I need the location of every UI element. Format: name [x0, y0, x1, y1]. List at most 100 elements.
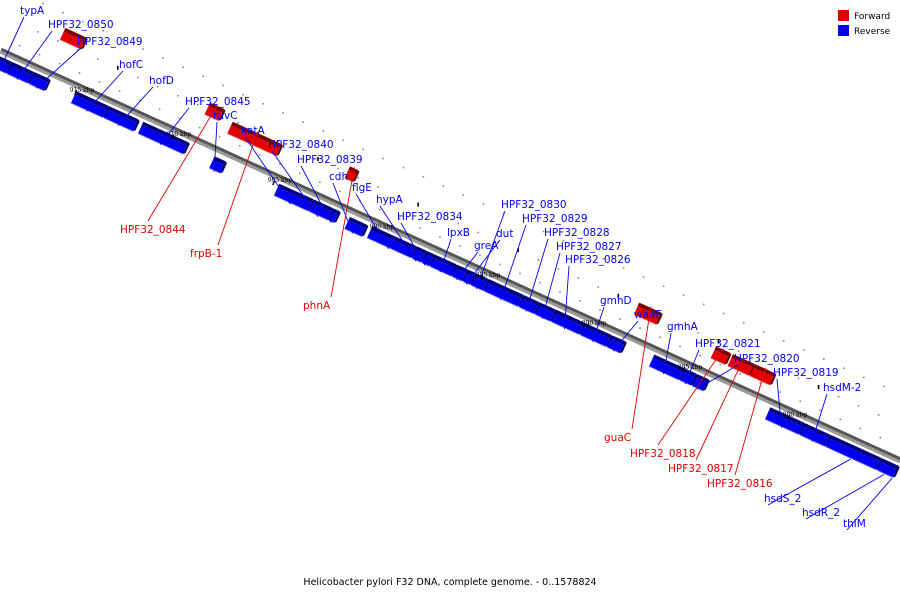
grid-dot: [759, 382, 761, 384]
leader-line-hpf32-0818: [657, 348, 724, 446]
leader-line-ruvc: [213, 121, 218, 172]
gene-block-hpf32-0819[interactable]: [764, 407, 806, 436]
gene-label-gmha[interactable]: gmhA: [667, 321, 699, 333]
gene-label-hsdm-2[interactable]: hsdM-2: [823, 382, 861, 394]
gene-label-phna[interactable]: phnA: [303, 300, 331, 312]
gene-label-flge[interactable]: flgE: [352, 182, 372, 194]
gene-label-hpf32-0834[interactable]: HPF32_0834: [397, 211, 463, 223]
gene-label-typa[interactable]: typA: [20, 5, 45, 17]
grid-dot: [102, 30, 104, 32]
gene-block-ruvc[interactable]: [208, 156, 227, 174]
gene-block-hpf32-0829[interactable]: [483, 279, 525, 308]
grid-dot: [97, 58, 99, 60]
gene-block-hpf32-0827[interactable]: [534, 302, 557, 322]
gene-label-hsds-2[interactable]: hsdS_2: [764, 493, 801, 505]
leader-line-grea: [456, 251, 479, 281]
gene-block-hpf32-0840[interactable]: [308, 199, 335, 221]
gene-block-hofd[interactable]: [103, 106, 140, 132]
gene-label-hpf32-0850[interactable]: HPF32_0850: [48, 19, 114, 31]
grid-dot: [117, 65, 119, 70]
grid-dot: [339, 190, 341, 193]
gene-label-guac[interactable]: guaC: [604, 432, 631, 444]
gene-label-lpxb[interactable]: lpxB: [447, 227, 470, 239]
grid-dot: [402, 166, 405, 169]
gene-label-hpf32-0849[interactable]: HPF32_0849: [77, 36, 143, 48]
gene-label-hsdr-2[interactable]: hsdR_2: [802, 507, 840, 519]
gene-block-hpf32-0826[interactable]: [550, 309, 586, 335]
grid-dot: [222, 84, 224, 87]
gene-label-hpf32-0839[interactable]: HPF32_0839: [297, 154, 363, 166]
gene-label-hpf32-0816[interactable]: HPF32_0816: [707, 478, 773, 490]
backbone-side: [0, 47, 900, 461]
grid-dot: [602, 258, 605, 260]
grid-dot: [662, 285, 665, 287]
grid-dot: [437, 213, 439, 215]
gene-block-grea[interactable]: [451, 264, 469, 282]
kbp-tick-label: 910 kbp: [167, 131, 192, 138]
grid-dot: [522, 221, 525, 224]
gene-label-hpf32-0845[interactable]: HPF32_0845: [185, 96, 251, 108]
grid-dot: [399, 218, 401, 220]
grid-dots: [18, 2, 885, 439]
leader-line-frpb-1: [217, 131, 259, 246]
gene-block-cdh[interactable]: [344, 216, 369, 237]
gene-label-hpf32-0844[interactable]: HPF32_0844: [120, 224, 186, 236]
grid-dot: [559, 290, 561, 293]
gene-block-thim[interactable]: [891, 465, 900, 478]
grid-dot: [699, 354, 701, 357]
gene-label-hpf32-0840[interactable]: HPF32_0840: [268, 139, 334, 151]
gene-label-hpf32-0817[interactable]: HPF32_0817: [668, 463, 734, 475]
grid-dot: [459, 245, 461, 247]
grid-dot: [319, 181, 321, 184]
gene-label-frpb-1[interactable]: frpB-1: [190, 248, 222, 260]
leader-line-hpf32-0834: [400, 222, 426, 266]
gene-label-hypa[interactable]: hypA: [376, 194, 404, 206]
grid-dot: [258, 154, 261, 156]
grid-dot: [557, 268, 560, 270]
gene-label-kata[interactable]: katA: [241, 125, 265, 137]
gene-label-hpf32-0829[interactable]: HPF32_0829: [522, 213, 588, 225]
grid-dot: [697, 332, 700, 334]
grid-dot: [18, 44, 21, 47]
gene-block-gmha[interactable]: [648, 354, 686, 381]
grid-dot: [77, 49, 79, 51]
gene-block-hpf32-0818[interactable]: [710, 346, 732, 365]
gene-block-unlabeled-forward[interactable]: [59, 27, 88, 50]
grid-dot: [397, 195, 399, 197]
grid-dot: [298, 172, 301, 174]
gene-label-cdh[interactable]: cdh: [329, 171, 348, 183]
grid-dot: [457, 222, 459, 225]
gene-label-hpf32-0827[interactable]: HPF32_0827: [556, 241, 622, 253]
gene-block-gmhd[interactable]: [579, 323, 613, 348]
grid-dot: [477, 231, 479, 234]
leader-line-cdh: [332, 182, 354, 234]
gene-label-dut[interactable]: dut: [496, 228, 513, 240]
gene-label-hofc[interactable]: hofC: [119, 59, 143, 71]
gene-block-hpf32-0834[interactable]: [421, 251, 436, 267]
grid-dot: [37, 31, 39, 33]
gene-label-hofd[interactable]: hofD: [149, 75, 174, 87]
gene-block-hpf32-0839[interactable]: [328, 208, 341, 224]
gene-label-hpf32-0821[interactable]: HPF32_0821: [695, 338, 761, 350]
kbp-tick-label: 885 kbp: [678, 364, 703, 371]
gene-block-hsdm-2[interactable]: [799, 423, 832, 447]
gene-block-guac[interactable]: [633, 302, 663, 325]
gene-label-ruvc[interactable]: ruvC: [213, 110, 238, 122]
gene-label-gmhd[interactable]: gmhD: [600, 295, 632, 307]
grid-dot: [659, 336, 661, 339]
gene-label-hpf32-0828[interactable]: HPF32_0828: [544, 227, 610, 239]
gene-label-hpf32-0820[interactable]: HPF32_0820: [734, 353, 800, 365]
gene-block-hsds-2[interactable]: [825, 435, 883, 471]
gene-label-hpf32-0830[interactable]: HPF32_0830: [501, 199, 567, 211]
kbp-tick-label: 895 kbp: [476, 272, 501, 279]
gene-block-hpf32-0828[interactable]: [518, 295, 541, 315]
gene-label-hpf32-0826[interactable]: HPF32_0826: [565, 254, 631, 266]
gene-label-hpf32-0818[interactable]: HPF32_0818: [630, 448, 696, 460]
grid-dot: [479, 254, 481, 256]
gene-label-thim[interactable]: thiM: [843, 518, 866, 530]
gene-label-waae[interactable]: waaE: [634, 309, 662, 321]
gene-label-hpf32-0819[interactable]: HPF32_0819: [773, 367, 839, 379]
leader-line-hsdr-2: [805, 474, 885, 520]
gene-block-dut[interactable]: [462, 269, 477, 286]
